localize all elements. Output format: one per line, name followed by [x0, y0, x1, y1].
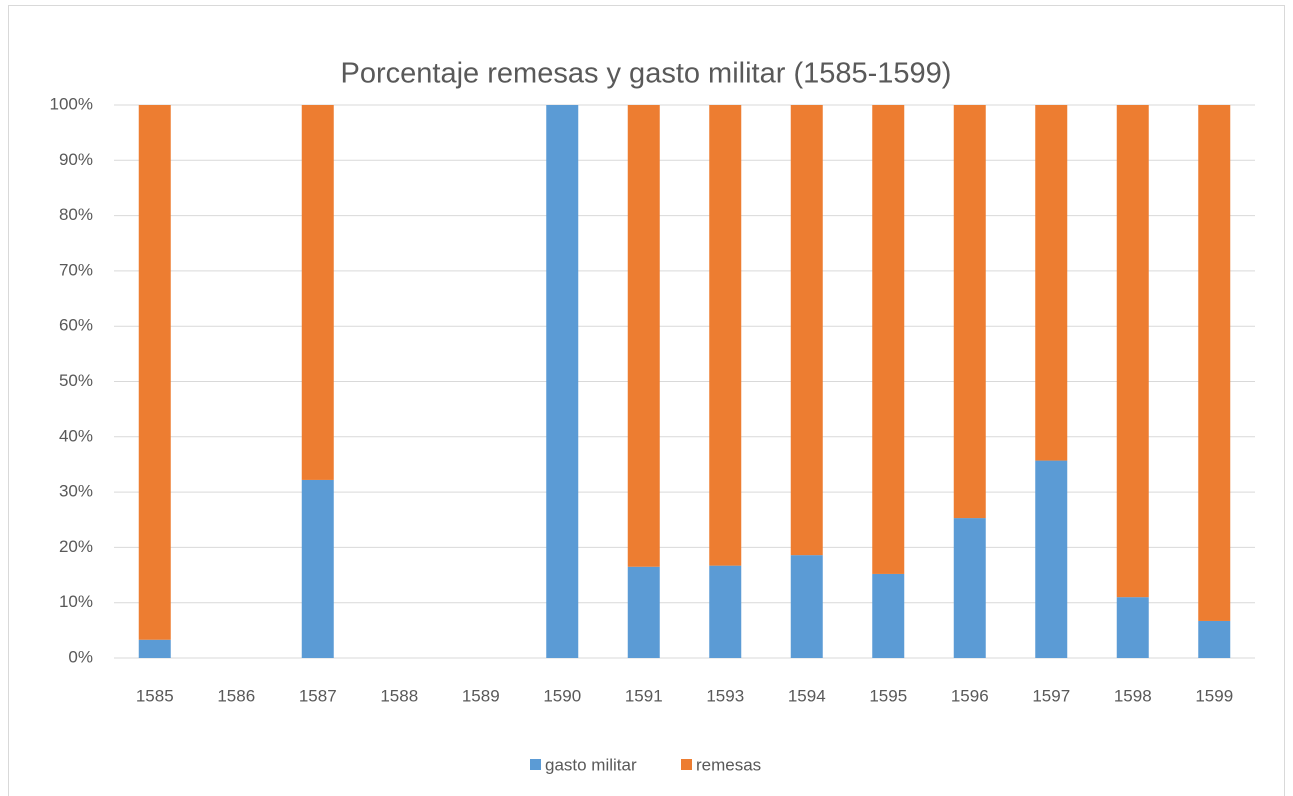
legend-label: gasto militar: [545, 755, 637, 774]
bar-segment: [546, 105, 579, 658]
x-tick-label: 1597: [1032, 686, 1070, 705]
y-tick-label: 60%: [59, 316, 93, 335]
y-tick-label: 90%: [59, 150, 93, 169]
x-tick-label: 1586: [217, 686, 255, 705]
x-tick-label: 1598: [1114, 686, 1152, 705]
bar-segment: [301, 479, 334, 658]
chart-title: Porcentaje remesas y gasto militar (1585…: [341, 58, 952, 90]
x-tick-label: 1587: [299, 686, 337, 705]
x-tick-label: 1588: [380, 686, 418, 705]
x-tick-label: 1594: [788, 686, 826, 705]
bar-segment: [790, 105, 823, 556]
x-tick-label: 1599: [1195, 686, 1233, 705]
bar-segment: [1035, 105, 1068, 461]
bar-segment: [1198, 620, 1231, 658]
y-tick-label: 0%: [68, 647, 93, 666]
y-tick-label: 10%: [59, 592, 93, 611]
bar-segment: [627, 105, 660, 567]
x-tick-label: 1590: [543, 686, 581, 705]
x-tick-label: 1591: [625, 686, 663, 705]
bar-segment: [1116, 105, 1149, 598]
bar-segment: [301, 105, 334, 480]
bar-segment: [1116, 597, 1149, 658]
legend-swatch: [681, 759, 692, 770]
bar-segment: [1035, 460, 1068, 658]
y-tick-label: 70%: [59, 260, 93, 279]
legend-label: remesas: [696, 755, 761, 774]
y-tick-label: 80%: [59, 205, 93, 224]
bar-segment: [953, 518, 986, 658]
bar-segment: [872, 573, 905, 658]
bar-segment: [790, 555, 823, 658]
x-tick-label: 1596: [951, 686, 989, 705]
bar-segment: [138, 105, 171, 640]
x-tick-label: 1589: [462, 686, 500, 705]
bar-segment: [1198, 105, 1231, 621]
bar-segment: [872, 105, 905, 574]
bar-segment: [627, 566, 660, 658]
bar-segment: [953, 105, 986, 519]
y-tick-label: 40%: [59, 426, 93, 445]
y-tick-label: 20%: [59, 537, 93, 556]
x-tick-label: 1585: [136, 686, 174, 705]
bar-segment: [709, 565, 742, 658]
y-tick-label: 100%: [50, 94, 93, 113]
bar-segment: [138, 639, 171, 658]
y-tick-label: 50%: [59, 371, 93, 390]
y-tick-label: 30%: [59, 482, 93, 501]
legend-swatch: [530, 759, 541, 770]
x-tick-label: 1593: [706, 686, 744, 705]
x-tick-label: 1595: [869, 686, 907, 705]
bar-segment: [709, 105, 742, 566]
